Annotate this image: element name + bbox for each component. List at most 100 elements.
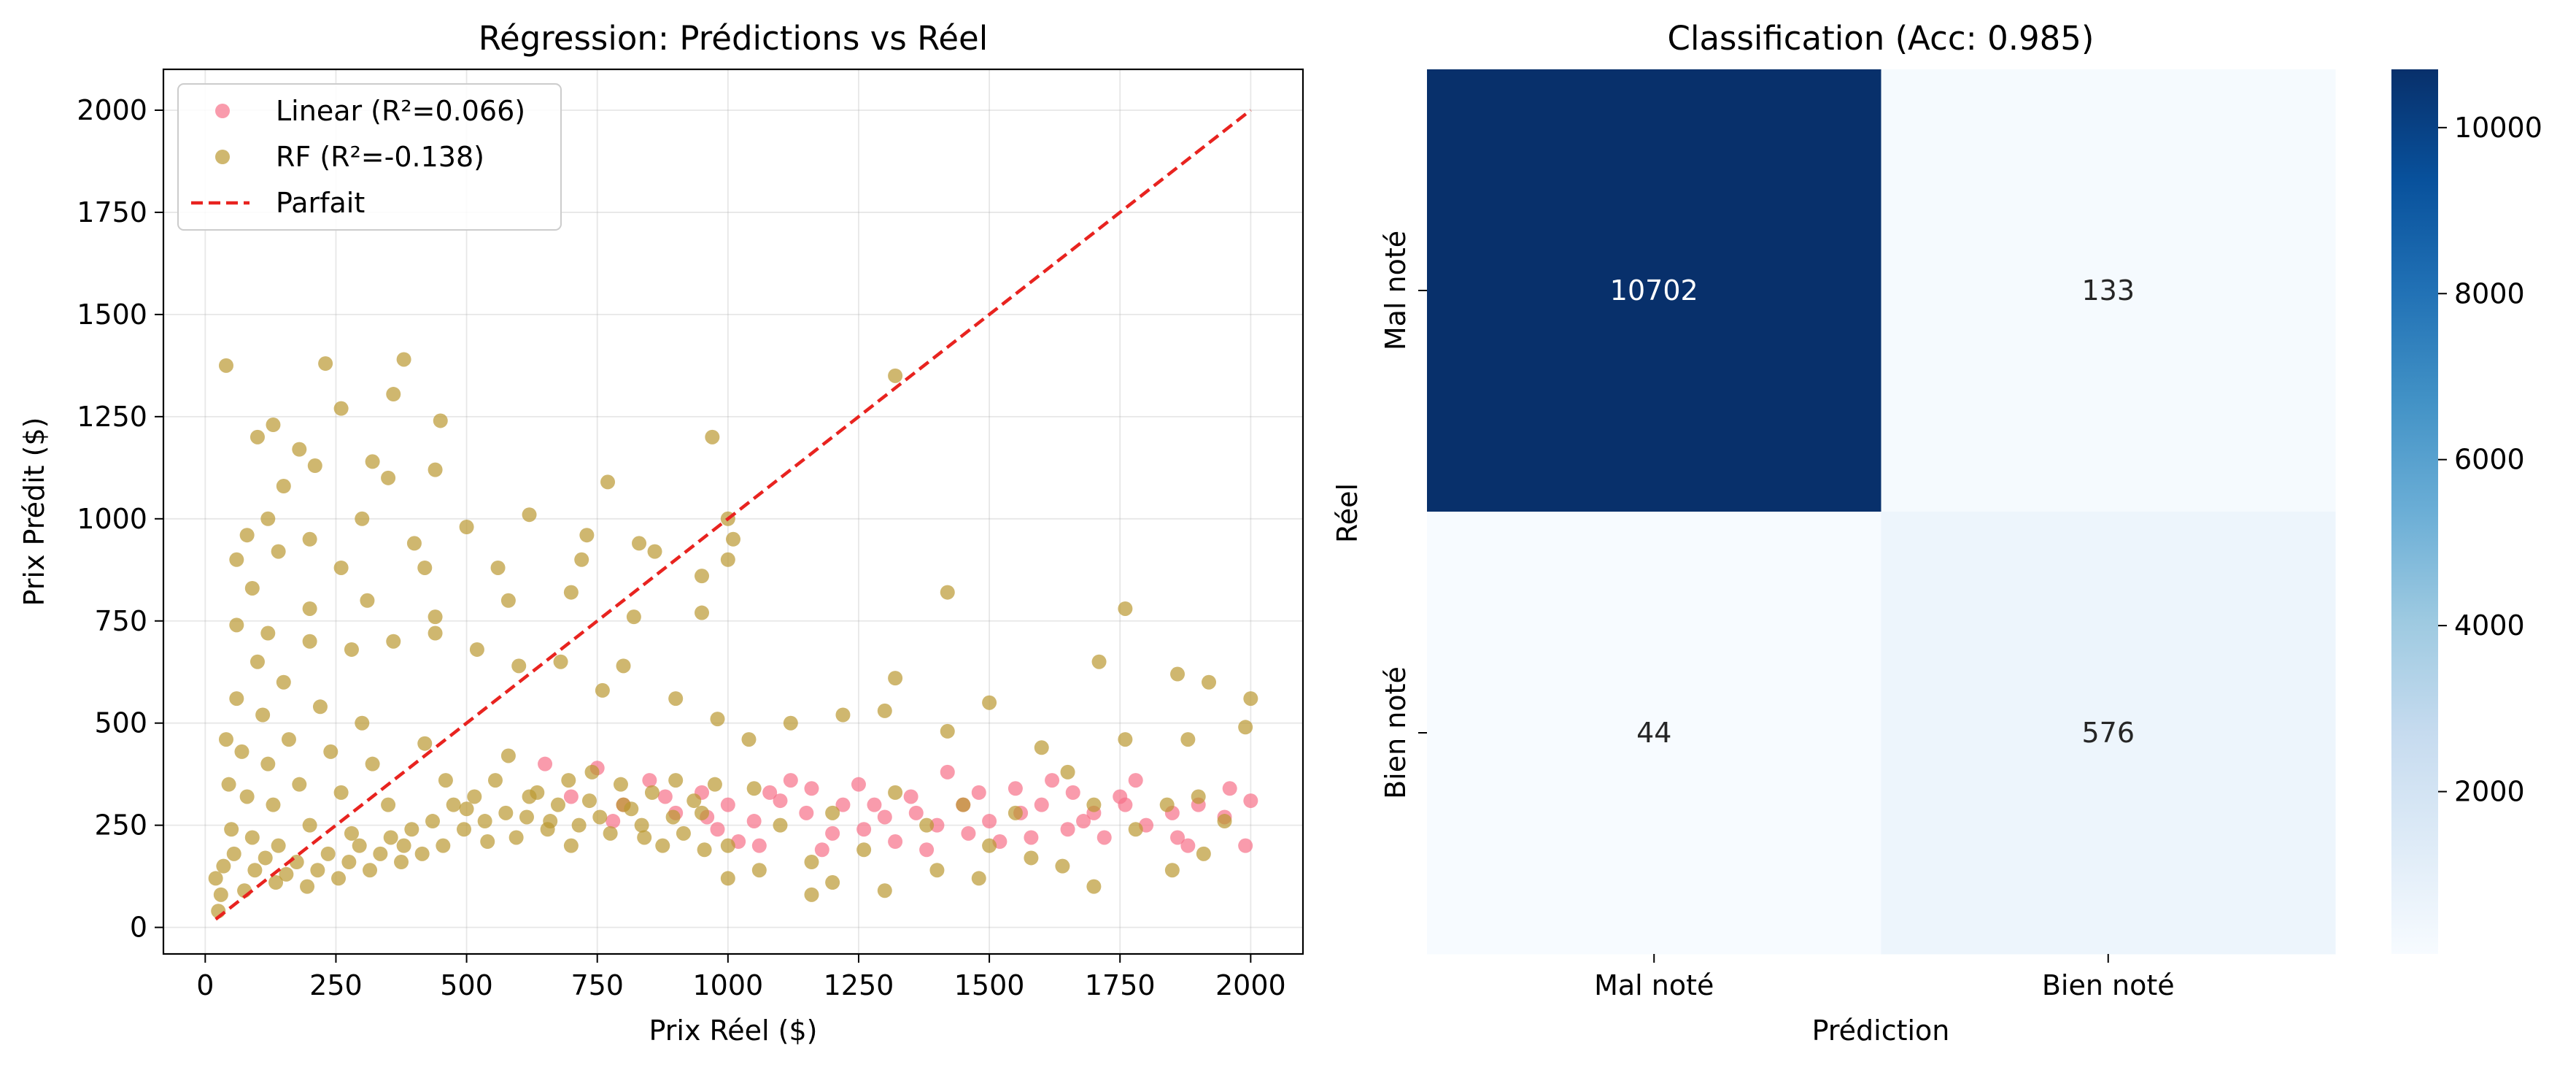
scatter-point [642, 773, 657, 788]
scatter-point [665, 809, 681, 825]
heatmap-cells: 10702 133 44 576 [1427, 69, 2336, 955]
scatter-point [216, 858, 231, 874]
scatter-point [1196, 846, 1211, 861]
scatter-point [877, 883, 892, 898]
scatter-point [459, 519, 474, 534]
y-tick-label: 500 [94, 707, 147, 739]
scatter-point [1096, 830, 1112, 845]
scatter-point [856, 842, 872, 858]
scatter-point [530, 785, 545, 800]
scatter-point [428, 462, 443, 477]
scatter-point [1007, 781, 1023, 796]
colorbar-ticks: 2000 4000 6000 8000 10000 [2438, 112, 2542, 808]
heatmap-cell [1881, 69, 2336, 512]
heatmap-cell-value: 44 [1636, 717, 1671, 749]
scatter-point [856, 822, 872, 837]
scatter-point [268, 875, 284, 890]
scatter-point [1164, 863, 1180, 878]
scatter-point [1128, 822, 1143, 837]
scatter-point [982, 814, 997, 829]
scatter-point [595, 682, 610, 698]
scatter-point [1086, 797, 1102, 812]
scatter-point [469, 642, 484, 657]
scatter-point [519, 809, 534, 825]
scatter-point [888, 785, 903, 800]
y-tick-label: 1000 [77, 503, 147, 535]
scatter-point [289, 855, 304, 870]
scatter-point [1202, 674, 1217, 690]
scatter-point [581, 793, 597, 809]
scatter-point [929, 863, 945, 878]
scatter-point [561, 773, 576, 788]
scatter-point [825, 805, 840, 820]
scatter-point [705, 429, 720, 444]
y-tick-label: 2000 [77, 94, 147, 126]
scatter-point [919, 817, 935, 833]
scatter-point [563, 838, 579, 853]
heatmap-title: Classification (Acc: 0.985) [1668, 19, 2095, 58]
scatter-point [647, 544, 662, 559]
scatter-point [825, 875, 840, 890]
scatter-point [477, 814, 492, 829]
scatter-point [655, 838, 670, 853]
scatter-point [888, 671, 903, 686]
scatter-point [459, 801, 474, 817]
scatter-point [1238, 838, 1253, 853]
scatter-point [365, 756, 380, 771]
scatter-point [323, 744, 339, 759]
scatter-point [500, 748, 516, 763]
scatter-point [814, 842, 829, 858]
scatter-point [592, 809, 608, 825]
scatter-point [835, 797, 851, 812]
y-tick-label: 250 [94, 809, 147, 842]
scatter-point [260, 626, 276, 641]
scatter-point [538, 756, 553, 771]
scatter-point [247, 863, 263, 878]
heatmap-y-tick-label: Mal noté [1380, 231, 1412, 350]
scatter-point [1086, 879, 1102, 894]
scatter-point [446, 797, 461, 812]
colorbar-tick-label: 10000 [2454, 112, 2542, 144]
scatter-point [773, 817, 788, 833]
scatter-point [302, 601, 317, 616]
scatter-point [352, 838, 367, 853]
colorbar-tick-label: 2000 [2454, 776, 2525, 808]
scatter-point [1076, 814, 1091, 829]
scatter-point [710, 822, 725, 837]
scatter-point [1191, 789, 1206, 804]
scatter-point [250, 429, 265, 444]
scatter-point [221, 777, 236, 792]
scatter-point [1159, 797, 1175, 812]
scatter-point [773, 793, 788, 809]
scatter-point [888, 834, 903, 850]
heatmap-y-tick-label: Bien noté [1380, 666, 1412, 799]
scatter-point [584, 764, 600, 780]
scatter-point [1060, 764, 1075, 780]
scatter-point [480, 834, 495, 850]
scatter-point [260, 756, 276, 771]
x-tick-label: 1750 [1085, 969, 1156, 1001]
heatmap-cell-value: 10702 [1610, 274, 1698, 307]
scatter-point [1128, 773, 1143, 788]
scatter-point [553, 654, 568, 669]
scatter-point [244, 580, 260, 596]
scatter-point [500, 593, 516, 608]
x-tick-label: 750 [570, 969, 624, 1001]
scatter-point [229, 552, 244, 567]
scatter-point [908, 805, 924, 820]
scatter-point [487, 773, 503, 788]
scatter-point [644, 785, 660, 800]
scatter-point [310, 863, 325, 878]
x-tick-label: 2000 [1215, 969, 1286, 1001]
scatter-point [271, 544, 286, 559]
scatter-point [224, 822, 239, 837]
scatter-point [386, 634, 401, 649]
scatter-point [720, 797, 735, 812]
scatter-point [825, 825, 840, 841]
x-tick-label: 1500 [954, 969, 1025, 1001]
scatter-point [634, 817, 649, 833]
scatter-point [626, 609, 641, 625]
x-tick-label: 1000 [692, 969, 763, 1001]
scatter-point [579, 528, 595, 543]
scatter-point [438, 773, 453, 788]
